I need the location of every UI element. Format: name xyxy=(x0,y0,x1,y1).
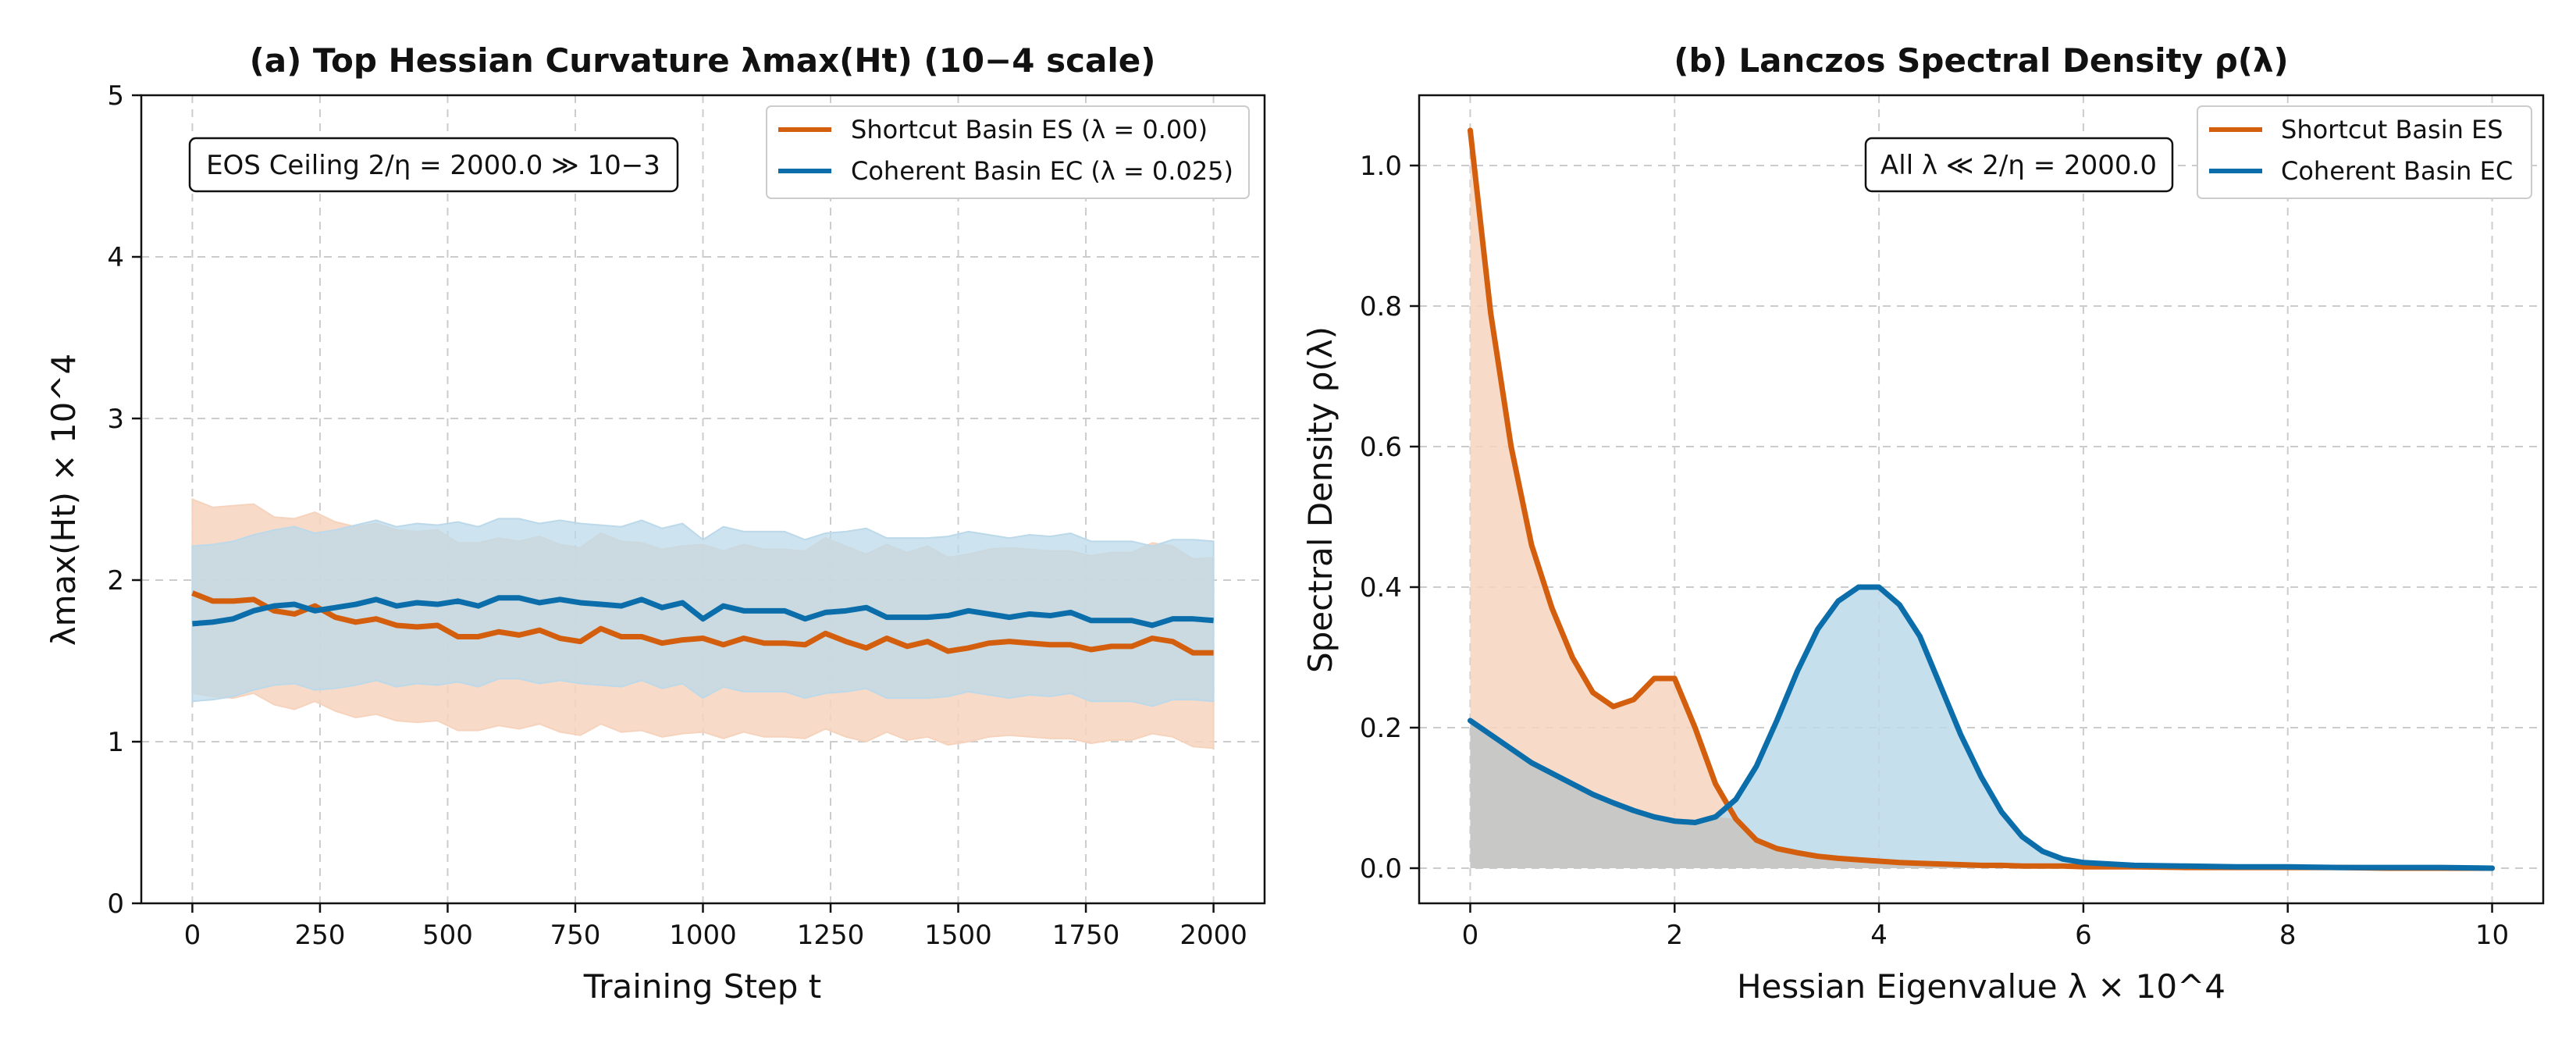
panel-a-x-ticks: 0 250 500 750 1000 1250 1500 1750 2000 xyxy=(184,903,1247,951)
x-tick-label: 8 xyxy=(2279,920,2297,951)
legend-a-coherent-label: Coherent Basin EC (λ = 0.025) xyxy=(851,156,1233,186)
confidence-band-coherent xyxy=(191,518,1215,707)
panel-b: 0 2 4 6 8 10 0.0 0.2 0.4 0.6 0.8 1.0 (b) Lanczos S… xyxy=(1301,41,2545,1006)
panel-a-series-lines xyxy=(191,590,1214,656)
y-tick-label: 0.2 xyxy=(1360,713,1402,744)
panel-a-plot-area xyxy=(141,95,1265,903)
density-curve-coherent xyxy=(1467,584,2496,871)
x-tick-label: 750 xyxy=(550,920,601,951)
series-line-coherent xyxy=(192,595,1214,628)
panel-a-x-axis-label: Training Step t xyxy=(583,967,822,1006)
x-tick-label: 1750 xyxy=(1052,920,1120,951)
x-tick-label: 4 xyxy=(1870,920,1888,951)
x-tick-label: 500 xyxy=(422,920,473,951)
legend-b-shortcut-label: Shortcut Basin ES xyxy=(2281,115,2503,144)
x-tick-label: 1000 xyxy=(669,920,737,951)
y-tick-label: 4 xyxy=(107,242,124,273)
x-tick-label: 1250 xyxy=(797,920,865,951)
y-tick-label: 0.6 xyxy=(1360,432,1402,463)
panel-b-x-ticks: 0 2 4 6 8 10 xyxy=(1462,903,2509,951)
y-tick-label: 3 xyxy=(107,404,124,435)
panel-a-y-ticks: 0 1 2 3 4 5 xyxy=(107,80,141,920)
y-tick-label: 0.0 xyxy=(1360,853,1402,885)
panel-b-annotation-box: All λ ≪ 2/η = 2000.0 xyxy=(1864,137,2174,193)
legend-b-coherent-label: Coherent Basin EC xyxy=(2281,156,2513,186)
x-tick-label: 1500 xyxy=(924,920,992,951)
y-tick-label: 1 xyxy=(107,727,124,758)
panel-b-title: (b) Lanczos Spectral Density ρ(λ) xyxy=(1674,41,2289,80)
panel-b-density-fills xyxy=(1470,130,2492,868)
panel-a-legend: Shortcut Basin ES (λ = 0.00) Coherent Ba… xyxy=(766,105,1250,199)
panel-b-frame xyxy=(1418,94,2545,905)
panel-a-y-axis-label: λmax(Ht) × 10^4 xyxy=(44,354,83,646)
x-tick-label: 10 xyxy=(2475,920,2509,951)
panel-b-x-axis-label: Hessian Eigenvalue λ × 10^4 xyxy=(1737,967,2226,1006)
y-tick-label: 5 xyxy=(107,80,124,112)
panel-a-annotation-text: EOS Ceiling 2/η = 2000.0 ≫ 10−3 xyxy=(206,150,660,181)
x-tick-label: 2 xyxy=(1666,920,1683,951)
panel-a-confidence-bands xyxy=(191,498,1215,750)
y-tick-label: 2 xyxy=(107,565,124,596)
panel-b-y-ticks: 0.0 0.2 0.4 0.6 0.8 1.0 xyxy=(1360,151,1419,885)
x-tick-label: 0 xyxy=(184,920,201,951)
x-tick-label: 6 xyxy=(2075,920,2092,951)
y-tick-label: 0.4 xyxy=(1360,572,1402,604)
density-overlap-fill xyxy=(1470,721,2492,868)
y-tick-label: 0 xyxy=(107,888,124,920)
panel-b-y-axis-label: Spectral Density ρ(λ) xyxy=(1301,326,1340,673)
series-line-shortcut xyxy=(191,590,1214,656)
panel-b-legend: Shortcut Basin ES Coherent Basin EC xyxy=(2197,105,2532,199)
x-tick-label: 2000 xyxy=(1179,920,1247,951)
legend-a-shortcut-label: Shortcut Basin ES (λ = 0.00) xyxy=(851,115,1208,144)
panel-b-annotation-text: All λ ≪ 2/η = 2000.0 xyxy=(1880,150,2157,181)
panel-a-annotation-box: EOS Ceiling 2/η = 2000.0 ≫ 10−3 xyxy=(188,137,679,193)
panel-a: 0 250 500 750 1000 1250 1500 1750 2000 0 1 2 3 4 5 (a… xyxy=(44,41,1266,1006)
panel-b-density-curves xyxy=(1467,127,2496,871)
panel-a-title: (a) Top Hessian Curvature λmax(Ht) (10−4… xyxy=(250,41,1156,80)
x-tick-label: 250 xyxy=(294,920,345,951)
y-tick-label: 1.0 xyxy=(1360,151,1402,182)
y-tick-label: 0.8 xyxy=(1360,291,1402,322)
x-tick-label: 0 xyxy=(1462,920,1479,951)
